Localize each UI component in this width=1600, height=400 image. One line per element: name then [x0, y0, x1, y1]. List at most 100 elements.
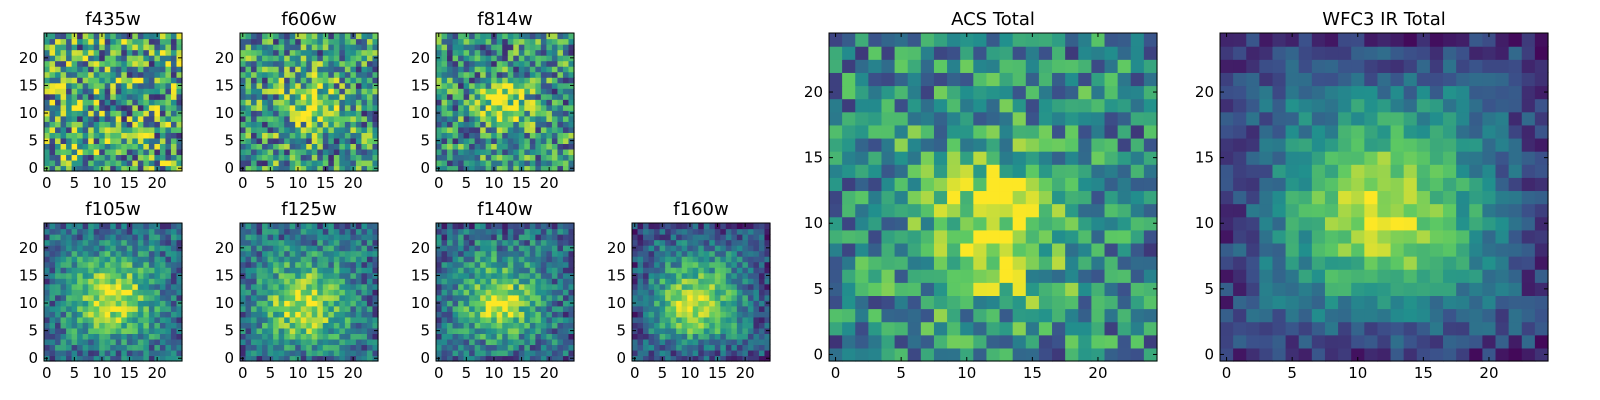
pixel-cell	[110, 349, 117, 357]
pixel-cell	[1025, 295, 1040, 310]
pixel-cell	[300, 110, 307, 117]
pixel-cell	[551, 99, 559, 106]
pixel-cell	[458, 228, 465, 235]
pixel-cell	[256, 115, 263, 122]
pixel-cell	[463, 327, 470, 334]
pixel-cell	[126, 126, 133, 133]
pixel-cell	[441, 132, 448, 139]
pixel-cell	[654, 300, 661, 307]
pixel-cell	[540, 294, 547, 301]
pixel-cell	[502, 49, 509, 56]
pixel-cell	[529, 60, 536, 67]
pixel-cell	[245, 349, 252, 357]
pixel-cell	[121, 77, 128, 84]
pixel-cell	[93, 49, 100, 56]
pixel-cell	[1065, 308, 1079, 323]
pixel-cell	[154, 322, 161, 329]
pixel-cell	[458, 137, 465, 144]
pixel-cell	[463, 278, 470, 285]
pixel-cell	[137, 55, 144, 62]
pixel-cell	[372, 38, 379, 45]
pixel-cell	[77, 88, 84, 95]
pixel-cell	[148, 234, 155, 241]
x-tick-label: 0	[434, 174, 444, 192]
pixel-cell	[753, 239, 760, 246]
pixel-cell	[986, 308, 1001, 323]
pixel-cell	[278, 60, 285, 67]
pixel-cell	[725, 311, 732, 318]
pixel-cell	[540, 159, 547, 167]
pixel-cell	[104, 316, 111, 323]
pixel-cell	[143, 132, 150, 139]
pixel-cell	[458, 245, 465, 252]
pixel-cell	[436, 154, 443, 161]
pixel-cell	[273, 283, 280, 290]
pixel-cell	[311, 66, 318, 73]
pixel-cell	[333, 104, 340, 111]
pixel-cell	[176, 223, 183, 230]
pixel-cell	[485, 121, 492, 128]
pixel-cell	[245, 143, 252, 150]
pixel-cell	[436, 349, 443, 357]
pixel-cell	[126, 327, 133, 334]
pixel-cell	[322, 234, 329, 241]
pixel-cell	[137, 137, 144, 144]
pixel-cell	[1117, 242, 1132, 257]
pixel-cell	[88, 283, 95, 290]
pixel-cell	[687, 349, 694, 357]
pixel-cell	[154, 104, 161, 111]
pixel-cell	[999, 295, 1014, 310]
pixel-cell	[736, 272, 743, 279]
pixel-cell	[262, 245, 269, 252]
y-tick-label: 5	[28, 132, 38, 150]
pixel-cell	[143, 305, 150, 312]
pixel-cell	[289, 316, 296, 323]
pixel-cell	[317, 333, 324, 340]
pixel-cell	[485, 256, 492, 263]
pixel-cell	[88, 77, 95, 84]
pixel-cell	[546, 148, 553, 156]
pixel-cell	[71, 327, 78, 334]
pixel-cell	[557, 261, 564, 268]
pixel-cell	[855, 321, 869, 336]
pixel-cell	[355, 66, 363, 73]
pixel-cell	[60, 159, 67, 167]
y-tick-label: 20	[411, 239, 430, 257]
pixel-cell	[546, 333, 553, 340]
pixel-cell	[366, 322, 374, 329]
pixel-cell	[551, 137, 559, 144]
pixel-cell	[753, 267, 760, 274]
pixel-cell	[306, 283, 313, 290]
pixel-cell	[71, 88, 78, 95]
pixel-cell	[55, 121, 62, 128]
pixel-cell	[71, 333, 78, 340]
pixel-cell	[659, 344, 666, 351]
pixel-cell	[278, 154, 285, 161]
pixel-cell	[49, 55, 56, 62]
pixel-cell	[176, 322, 183, 329]
pixel-cell	[115, 49, 122, 56]
pixel-cell	[49, 93, 56, 100]
pixel-cell	[284, 267, 291, 274]
pixel-cell	[372, 99, 379, 106]
pixel-cell	[251, 256, 258, 263]
pixel-cell	[474, 305, 481, 312]
pixel-cell	[648, 338, 655, 346]
pixel-cell	[452, 110, 459, 117]
pixel-cell	[317, 71, 324, 78]
pixel-cell	[148, 289, 155, 296]
pixel-cell	[256, 49, 263, 56]
pixel-cell	[758, 349, 766, 357]
x-tick-label: 5	[266, 174, 276, 192]
pixel-cell	[328, 267, 335, 274]
pixel-cell	[306, 311, 313, 318]
pixel-cell	[88, 239, 95, 246]
pixel-cell	[355, 355, 363, 362]
pixel-cell	[262, 121, 269, 128]
pixel-cell	[82, 104, 89, 111]
pixel-cell	[317, 104, 324, 111]
pixel-cell	[71, 82, 78, 89]
panel-title: f160w	[673, 199, 728, 220]
pixel-cell	[447, 154, 454, 161]
pixel-cell	[148, 261, 155, 268]
